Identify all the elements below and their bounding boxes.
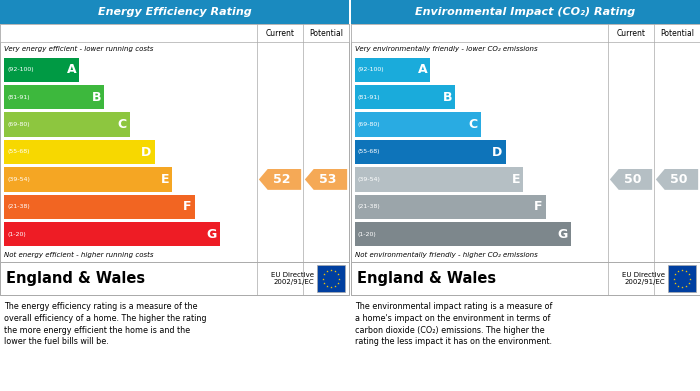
Text: E: E — [161, 173, 169, 186]
Bar — [355, 167, 523, 192]
Text: C: C — [468, 118, 477, 131]
Bar — [0, 24, 349, 295]
Bar — [4, 85, 104, 109]
Bar — [317, 265, 345, 292]
Text: England & Wales: England & Wales — [6, 271, 145, 286]
Text: Environmental Impact (CO₂) Rating: Environmental Impact (CO₂) Rating — [415, 7, 636, 17]
Bar — [355, 57, 430, 82]
Text: (1-20): (1-20) — [7, 232, 26, 237]
Bar — [4, 57, 79, 82]
Text: England & Wales: England & Wales — [357, 271, 496, 286]
Bar — [4, 140, 155, 164]
Text: (81-91): (81-91) — [358, 95, 381, 100]
Text: 50: 50 — [671, 173, 688, 186]
Bar — [4, 112, 130, 137]
Bar — [355, 195, 546, 219]
Polygon shape — [304, 169, 347, 190]
Text: The environmental impact rating is a measure of
a home's impact on the environme: The environmental impact rating is a mea… — [355, 302, 552, 346]
Text: Not environmentally friendly - higher CO₂ emissions: Not environmentally friendly - higher CO… — [355, 252, 538, 258]
Text: EU Directive
2002/91/EC: EU Directive 2002/91/EC — [271, 272, 314, 285]
Text: A: A — [66, 63, 76, 76]
Text: F: F — [183, 200, 192, 213]
Text: EU Directive
2002/91/EC: EU Directive 2002/91/EC — [622, 272, 665, 285]
Text: 53: 53 — [319, 173, 337, 186]
Bar — [351, 0, 700, 24]
Bar — [355, 112, 480, 137]
Bar — [355, 140, 505, 164]
Text: Potential: Potential — [660, 29, 694, 38]
Text: 52: 52 — [274, 173, 291, 186]
Bar — [355, 222, 571, 246]
Text: (55-68): (55-68) — [7, 149, 29, 154]
Text: A: A — [418, 63, 427, 76]
Text: (92-100): (92-100) — [7, 67, 34, 72]
Text: Energy Efficiency Rating: Energy Efficiency Rating — [97, 7, 251, 17]
Text: (39-54): (39-54) — [7, 177, 30, 182]
Bar — [351, 24, 700, 42]
Text: G: G — [206, 228, 217, 241]
Text: Current: Current — [265, 29, 295, 38]
Text: (21-38): (21-38) — [7, 204, 29, 209]
Text: B: B — [92, 91, 102, 104]
Text: (39-54): (39-54) — [358, 177, 381, 182]
Bar — [355, 85, 456, 109]
Text: (92-100): (92-100) — [358, 67, 384, 72]
Text: Very environmentally friendly - lower CO₂ emissions: Very environmentally friendly - lower CO… — [355, 46, 538, 52]
Text: 50: 50 — [624, 173, 642, 186]
Text: E: E — [512, 173, 520, 186]
Text: (1-20): (1-20) — [358, 232, 377, 237]
Bar — [668, 265, 696, 292]
Bar — [0, 0, 349, 24]
Bar — [0, 262, 349, 295]
Bar — [351, 24, 700, 295]
Text: Current: Current — [617, 29, 645, 38]
Polygon shape — [259, 169, 301, 190]
Text: Potential: Potential — [309, 29, 343, 38]
Text: Not energy efficient - higher running costs: Not energy efficient - higher running co… — [4, 252, 153, 258]
Text: (69-80): (69-80) — [358, 122, 381, 127]
Bar — [0, 24, 349, 42]
Text: G: G — [558, 228, 568, 241]
Bar — [4, 222, 220, 246]
Text: The energy efficiency rating is a measure of the
overall efficiency of a home. T: The energy efficiency rating is a measur… — [4, 302, 206, 346]
Polygon shape — [656, 169, 698, 190]
Text: D: D — [492, 145, 503, 158]
Text: D: D — [141, 145, 152, 158]
Polygon shape — [610, 169, 652, 190]
Text: (21-38): (21-38) — [358, 204, 381, 209]
Text: (81-91): (81-91) — [7, 95, 29, 100]
Text: Very energy efficient - lower running costs: Very energy efficient - lower running co… — [4, 46, 153, 52]
Bar — [351, 262, 700, 295]
Text: (69-80): (69-80) — [7, 122, 29, 127]
Text: F: F — [534, 200, 542, 213]
Text: (55-68): (55-68) — [358, 149, 381, 154]
Bar — [4, 167, 172, 192]
Bar — [4, 195, 195, 219]
Text: B: B — [443, 91, 452, 104]
Text: C: C — [118, 118, 127, 131]
